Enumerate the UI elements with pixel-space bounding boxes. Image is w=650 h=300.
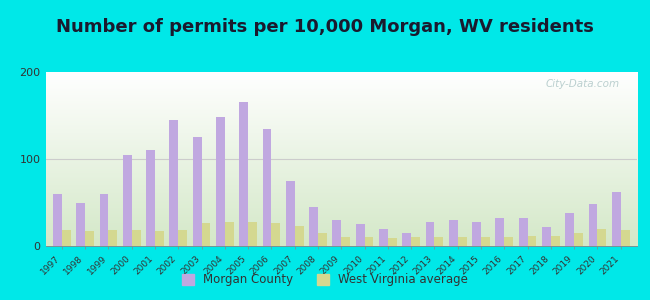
Bar	[434, 237, 443, 246]
Bar	[225, 222, 233, 246]
Bar	[426, 222, 434, 246]
Bar	[216, 117, 225, 246]
Bar	[263, 128, 272, 246]
Bar	[178, 230, 187, 246]
Bar	[574, 233, 583, 246]
Bar	[379, 229, 388, 246]
Bar	[286, 181, 294, 246]
Bar	[542, 227, 551, 246]
Bar	[597, 229, 606, 246]
Bar	[365, 237, 373, 246]
Bar	[239, 102, 248, 246]
Bar	[612, 192, 621, 246]
Bar	[504, 237, 513, 246]
Bar	[192, 137, 202, 246]
Bar	[588, 204, 597, 246]
Bar	[76, 202, 85, 246]
Bar	[621, 230, 630, 246]
Bar	[411, 237, 420, 246]
Bar	[318, 233, 327, 246]
Bar	[248, 222, 257, 246]
Bar	[458, 237, 467, 246]
Bar	[170, 120, 178, 246]
Bar	[519, 218, 528, 246]
Bar	[528, 236, 536, 246]
Bar	[99, 194, 109, 246]
Bar	[272, 223, 280, 246]
Bar	[202, 223, 211, 246]
Text: City-Data.com: City-Data.com	[545, 79, 619, 89]
Bar	[85, 231, 94, 246]
Bar	[146, 150, 155, 246]
Text: Number of permits per 10,000 Morgan, WV residents: Number of permits per 10,000 Morgan, WV …	[56, 18, 594, 36]
Bar	[481, 237, 490, 246]
Bar	[62, 230, 71, 246]
Bar	[123, 155, 132, 246]
Bar	[109, 230, 117, 246]
Bar	[449, 220, 458, 246]
Bar	[402, 233, 411, 246]
Bar	[53, 194, 62, 246]
Bar	[566, 213, 574, 246]
Bar	[309, 207, 318, 246]
Bar	[472, 222, 481, 246]
Bar	[332, 220, 341, 246]
Bar	[495, 218, 504, 246]
Bar	[388, 238, 396, 246]
Bar	[356, 224, 365, 246]
Bar	[155, 231, 164, 246]
Bar	[294, 226, 304, 246]
Legend: Morgan County, West Virginia average: Morgan County, West Virginia average	[177, 269, 473, 291]
Bar	[132, 230, 140, 246]
Bar	[341, 237, 350, 246]
Bar	[551, 236, 560, 246]
